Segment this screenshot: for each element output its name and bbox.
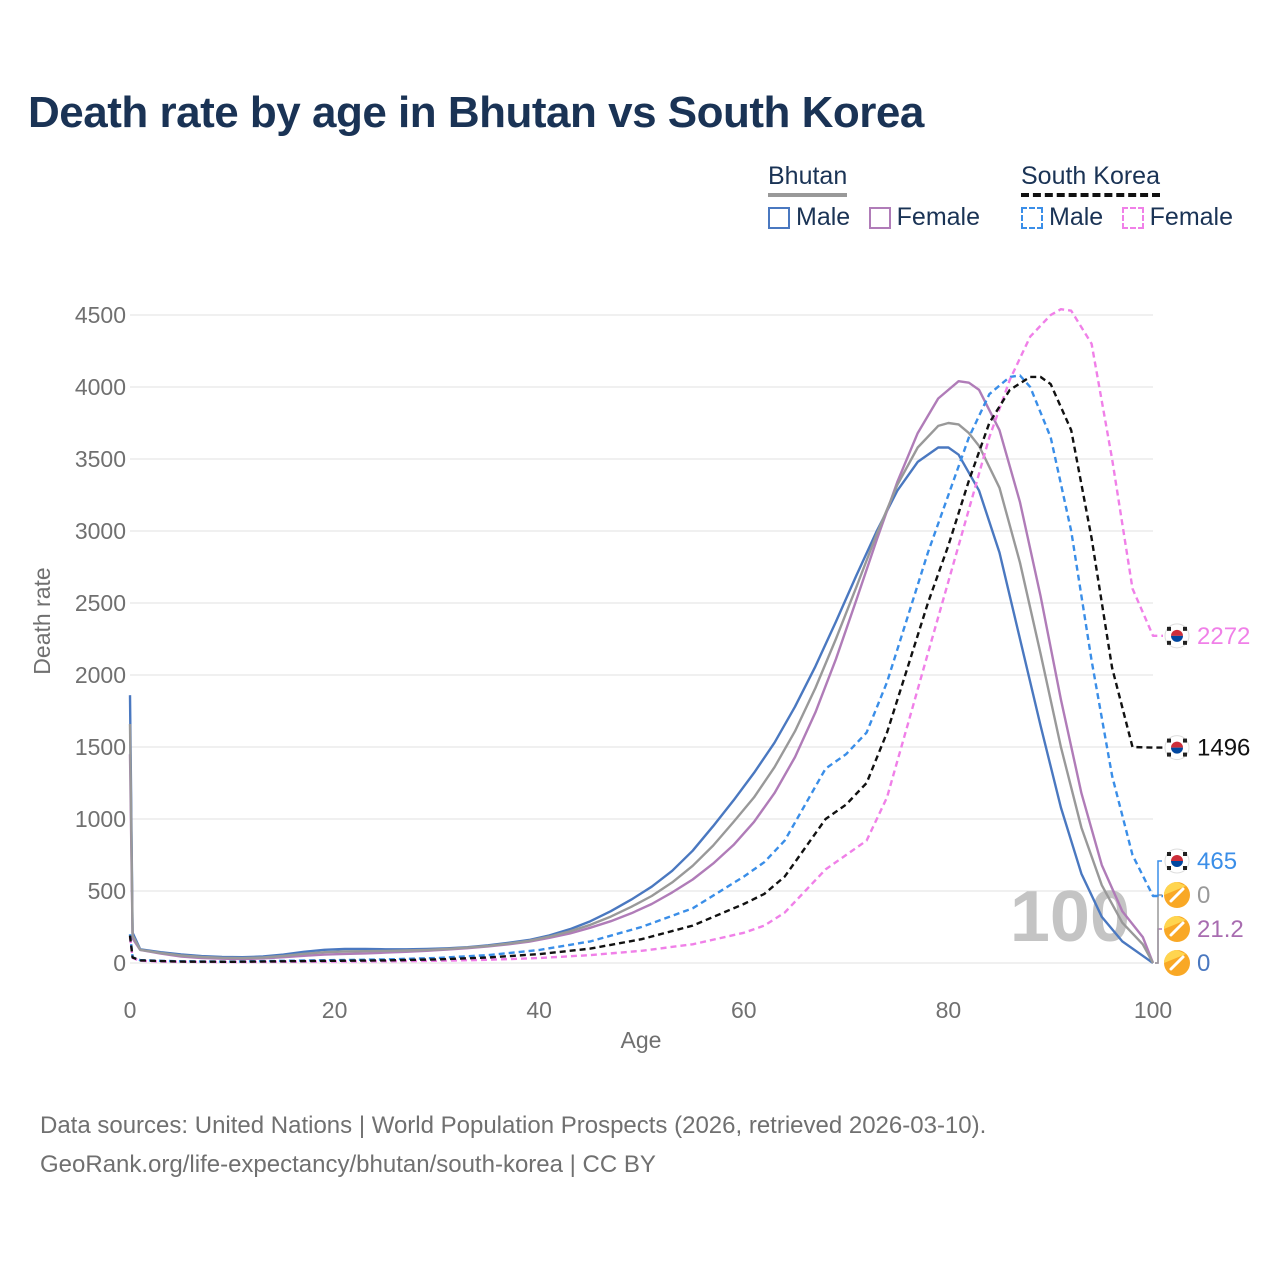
year-watermark: 100 bbox=[1010, 877, 1130, 957]
end-label-connector bbox=[1155, 894, 1162, 964]
y-axis-label: Death rate bbox=[29, 567, 55, 674]
y-tick-labels: 0 500 1000 1500 2000 2500 3000 3500 4000 4500 bbox=[75, 302, 126, 976]
legend-heading-south-korea: South Korea bbox=[1021, 162, 1160, 197]
source-line-1: Data sources: United Nations | World Pop… bbox=[40, 1112, 987, 1139]
flag-taegeuk-icon bbox=[1171, 747, 1183, 754]
legend-label: Female bbox=[896, 203, 981, 231]
flag-trigram-icon bbox=[1183, 626, 1187, 631]
flag-trigram-icon bbox=[1167, 852, 1171, 856]
chart-title: Death rate by age in Bhutan vs South Kor… bbox=[28, 88, 924, 137]
series-line-bhutan-male[interactable] bbox=[128, 446, 1154, 964]
legend-label: Female bbox=[1149, 203, 1234, 231]
x-tick-label: 80 bbox=[936, 997, 962, 1023]
legend-label: Male bbox=[1049, 203, 1104, 231]
legend-heading-bhutan: Bhutan bbox=[768, 162, 848, 197]
end-labels: 0 21.2 0 465 1496 2272 bbox=[1155, 623, 1250, 977]
flag-trigram-icon bbox=[1183, 752, 1187, 757]
flag-trigram-icon bbox=[1167, 866, 1171, 870]
end-value-label: 1496 bbox=[1197, 735, 1250, 762]
series-line-south-korea-total[interactable] bbox=[128, 375, 1163, 963]
y-tick-label: 0 bbox=[113, 950, 126, 976]
y-tick-label: 4500 bbox=[75, 302, 126, 328]
line-chart: 100 0 20 40 60 80 100 0 500 1000 1500 2000 2500 300… bbox=[29, 302, 1250, 1053]
flag-taegeuk-icon bbox=[1171, 741, 1183, 748]
source-line-2[interactable]: GeoRank.org/life-expectancy/bhutan/south… bbox=[40, 1151, 656, 1178]
series-line-bhutan-female[interactable] bbox=[128, 380, 1155, 964]
legend-swatch-icon bbox=[1121, 206, 1144, 229]
series-lines bbox=[128, 308, 1163, 964]
legend-item-bhutan-female[interactable]: Female bbox=[868, 203, 981, 232]
end-value-label: 2272 bbox=[1197, 623, 1250, 650]
y-tick-label: 2500 bbox=[75, 590, 126, 616]
end-label-connector bbox=[1155, 860, 1162, 897]
legend-swatch-icon bbox=[868, 206, 891, 229]
flag-trigram-icon bbox=[1167, 640, 1171, 645]
y-tick-label: 500 bbox=[88, 878, 126, 904]
y-tick-label: 1500 bbox=[75, 734, 126, 760]
flag-trigram-icon bbox=[1183, 852, 1187, 856]
flag-field-icon bbox=[1164, 916, 1186, 929]
end-value-label: 465 bbox=[1197, 848, 1237, 875]
flag-field-icon bbox=[1164, 950, 1186, 963]
legend-group-bhutan: Bhutan Male Female bbox=[768, 162, 994, 234]
flag-taegeuk-icon bbox=[1171, 861, 1183, 867]
flag-trigram-icon bbox=[1167, 626, 1171, 631]
y-tick-label: 1000 bbox=[75, 806, 126, 832]
flag-taegeuk-icon bbox=[1171, 629, 1183, 636]
flag-field-icon bbox=[1164, 882, 1186, 895]
flag-dragon-icon bbox=[1169, 955, 1185, 971]
y-tick-label: 2000 bbox=[75, 662, 126, 688]
y-tick-label: 3000 bbox=[75, 518, 126, 544]
end-value-label: 0 bbox=[1197, 882, 1210, 909]
x-tick-label: 60 bbox=[731, 997, 757, 1023]
legend-item-korea-male[interactable]: Male bbox=[1021, 203, 1103, 232]
flag-trigram-icon bbox=[1183, 866, 1187, 870]
series-line-bhutan-total[interactable] bbox=[128, 421, 1155, 964]
legend-item-korea-female[interactable]: Female bbox=[1121, 203, 1234, 232]
x-tick-label: 40 bbox=[526, 997, 552, 1023]
flag-trigram-icon bbox=[1183, 738, 1187, 743]
x-tick-labels: 0 20 40 60 80 100 bbox=[124, 997, 1173, 1023]
end-value-label: 0 bbox=[1197, 950, 1210, 977]
end-value-label: 21.2 bbox=[1197, 916, 1244, 943]
flag-trigram-icon bbox=[1183, 640, 1187, 645]
flag-taegeuk-icon bbox=[1171, 635, 1183, 642]
source-note: Data sources: United Nations | World Pop… bbox=[40, 1106, 986, 1184]
y-tick-label: 4000 bbox=[75, 374, 126, 400]
flag-trigram-icon bbox=[1167, 738, 1171, 743]
legend-item-bhutan-male[interactable]: Male bbox=[768, 203, 850, 232]
flag-taegeuk-icon bbox=[1171, 855, 1183, 861]
legend-label: Male bbox=[796, 203, 851, 231]
series-line-south-korea-female[interactable] bbox=[128, 308, 1163, 964]
x-tick-label: 100 bbox=[1134, 997, 1172, 1023]
legend-group-south-korea: South Korea Male Female bbox=[1021, 162, 1247, 234]
flag-dragon-icon bbox=[1169, 921, 1185, 937]
legend-swatch-icon bbox=[1021, 206, 1043, 229]
y-tick-label: 3500 bbox=[75, 446, 126, 472]
flag-trigram-icon bbox=[1167, 752, 1171, 757]
x-tick-label: 0 bbox=[124, 997, 137, 1023]
x-tick-label: 20 bbox=[322, 997, 348, 1023]
legend-swatch-icon bbox=[768, 206, 790, 229]
grid-lines bbox=[130, 314, 1153, 964]
x-axis-label: Age bbox=[621, 1027, 662, 1053]
flag-dragon-icon bbox=[1169, 887, 1185, 903]
